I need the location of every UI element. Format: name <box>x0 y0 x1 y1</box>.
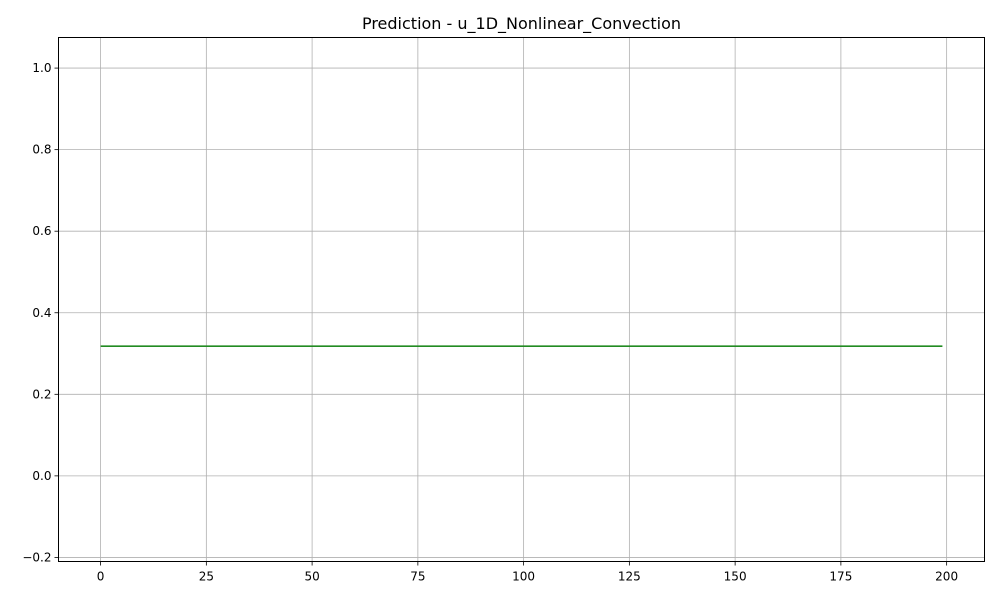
chart-title: Prediction - u_1D_Nonlinear_Convection <box>362 14 681 34</box>
x-tick-label: 175 <box>829 570 852 584</box>
grid <box>58 37 985 562</box>
y-tick-label: 0.0 <box>32 469 51 483</box>
x-tick-label: 50 <box>304 570 319 584</box>
x-tick-label: 0 <box>97 570 105 584</box>
x-tick-label: 200 <box>935 570 958 584</box>
y-tick-label: 1.0 <box>32 61 51 75</box>
y-tick-label: −0.2 <box>22 550 51 564</box>
x-tick-label: 150 <box>724 570 747 584</box>
x-tick-label: 100 <box>512 570 535 584</box>
x-tick-label: 125 <box>618 570 641 584</box>
plot-frame <box>58 37 985 562</box>
y-tick-label: 0.6 <box>32 224 51 238</box>
y-tick-label: 0.2 <box>32 387 51 401</box>
ticks: 0 25 50 75 100 125 150 175 200 −0.2 0.0 0.2 0.4 0.6 0.… <box>22 61 958 583</box>
x-tick-label: 25 <box>199 570 214 584</box>
x-tick-label: 75 <box>410 570 425 584</box>
y-tick-label: 0.4 <box>32 306 51 320</box>
y-tick-label: 0.8 <box>32 143 51 157</box>
